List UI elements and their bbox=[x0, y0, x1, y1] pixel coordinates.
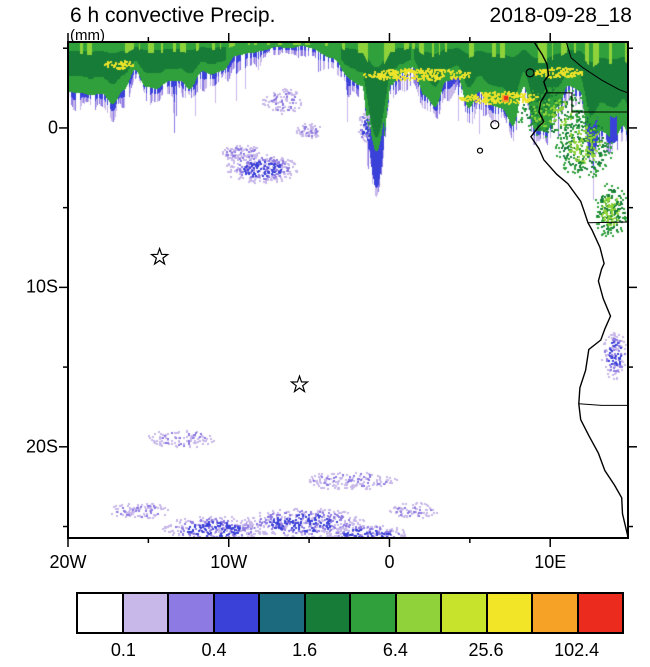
country-border bbox=[578, 403, 628, 406]
colorbar-cell bbox=[260, 594, 306, 632]
colorbar-cell bbox=[396, 594, 442, 632]
coastline bbox=[530, 41, 629, 539]
colorbar-boundary-label: 25.6 bbox=[468, 640, 504, 660]
x-tick-label: 0 bbox=[384, 552, 395, 572]
colorbar-cell bbox=[123, 594, 169, 632]
location-star-marker bbox=[289, 374, 310, 393]
island-outline bbox=[476, 147, 484, 154]
colorbar-boundary-label: 6.4 bbox=[382, 640, 408, 660]
precipitation-field bbox=[68, 42, 628, 538]
colorbar-cell bbox=[533, 594, 579, 632]
colorbar-cell bbox=[351, 594, 397, 632]
chart-units-label: (mm) bbox=[70, 27, 105, 44]
colorbar bbox=[76, 592, 624, 634]
plot-frame bbox=[67, 41, 629, 539]
colorbar-cell bbox=[305, 594, 351, 632]
y-tick-label: 10S bbox=[25, 276, 58, 297]
colorbar-boundary-label: 0.4 bbox=[201, 640, 227, 660]
colorbar-boundary-label: 0.1 bbox=[110, 640, 136, 660]
location-star-marker bbox=[149, 246, 170, 266]
island-outline bbox=[490, 120, 500, 130]
x-tick-label: 20W bbox=[49, 552, 87, 572]
y-tick-label: 0 bbox=[47, 117, 58, 138]
colorbar-cell bbox=[169, 594, 215, 632]
colorbar-boundary-label: 1.6 bbox=[292, 640, 318, 660]
island-outline bbox=[525, 68, 535, 78]
y-tick-label: 20S bbox=[25, 436, 58, 457]
colorbar-boundary-label: 102.4 bbox=[554, 640, 600, 660]
colorbar-cell bbox=[578, 594, 622, 632]
colorbar-cell bbox=[487, 594, 533, 632]
x-tick-label: 10E bbox=[534, 552, 567, 572]
country-border bbox=[547, 92, 628, 113]
country-border bbox=[587, 221, 629, 224]
x-tick-label: 10W bbox=[210, 552, 248, 572]
colorbar-cell bbox=[442, 594, 488, 632]
chart-timestamp: 2018-09-28_18 bbox=[489, 4, 632, 27]
colorbar-cell bbox=[214, 594, 260, 632]
colorbar-cell bbox=[78, 594, 124, 632]
chart-title: 6 h convective Precip. bbox=[70, 4, 276, 27]
country-border bbox=[565, 41, 629, 94]
